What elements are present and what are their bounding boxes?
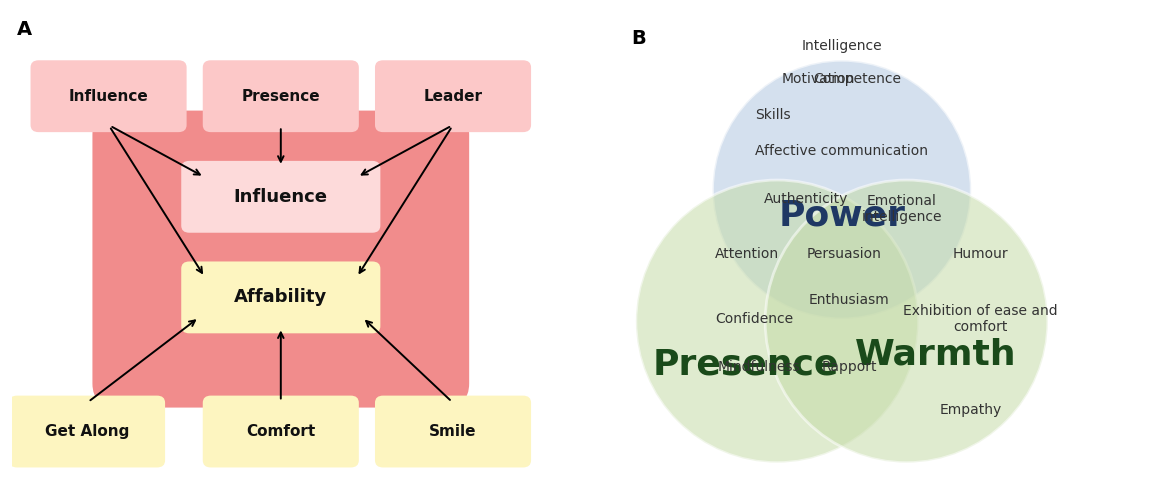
Text: Enthusiasm: Enthusiasm — [808, 293, 889, 307]
Circle shape — [765, 180, 1048, 463]
Text: Emotional
intelligence: Emotional intelligence — [861, 194, 942, 224]
Text: Warmth: Warmth — [854, 338, 1016, 372]
Text: Power: Power — [778, 199, 906, 233]
Circle shape — [713, 60, 971, 319]
Text: Intelligence: Intelligence — [801, 39, 882, 53]
Text: Mindfulness: Mindfulness — [717, 360, 800, 374]
Circle shape — [635, 180, 918, 463]
Text: Affective communication: Affective communication — [756, 144, 928, 158]
Text: Rapport: Rapport — [821, 360, 876, 374]
Text: Presence: Presence — [241, 89, 321, 104]
FancyBboxPatch shape — [374, 396, 531, 468]
FancyBboxPatch shape — [202, 60, 359, 132]
Text: Comfort: Comfort — [246, 424, 316, 439]
FancyBboxPatch shape — [181, 261, 380, 333]
Text: Skills: Skills — [756, 108, 791, 122]
FancyBboxPatch shape — [9, 396, 165, 468]
Text: Confidence: Confidence — [715, 312, 793, 326]
Text: Motivation: Motivation — [782, 72, 855, 86]
Text: Leader: Leader — [424, 89, 482, 104]
Text: Affability: Affability — [234, 288, 328, 306]
Text: Presence: Presence — [653, 347, 839, 381]
Text: A: A — [18, 19, 33, 38]
FancyBboxPatch shape — [181, 161, 380, 233]
Text: Smile: Smile — [429, 424, 476, 439]
Text: Get Along: Get Along — [44, 424, 129, 439]
Text: Attention: Attention — [715, 248, 779, 261]
Text: Influence: Influence — [234, 188, 328, 206]
Text: Influence: Influence — [69, 89, 149, 104]
FancyBboxPatch shape — [92, 111, 469, 408]
Text: Authenticity: Authenticity — [764, 192, 848, 206]
FancyBboxPatch shape — [374, 60, 531, 132]
Text: B: B — [631, 29, 646, 48]
Text: Humour: Humour — [952, 248, 1009, 261]
Text: Persuasion: Persuasion — [807, 248, 882, 261]
Text: Empathy: Empathy — [940, 403, 1003, 417]
Text: Exhibition of ease and
comfort: Exhibition of ease and comfort — [903, 304, 1058, 334]
FancyBboxPatch shape — [30, 60, 186, 132]
FancyBboxPatch shape — [202, 396, 359, 468]
Text: Competence: Competence — [813, 72, 902, 86]
